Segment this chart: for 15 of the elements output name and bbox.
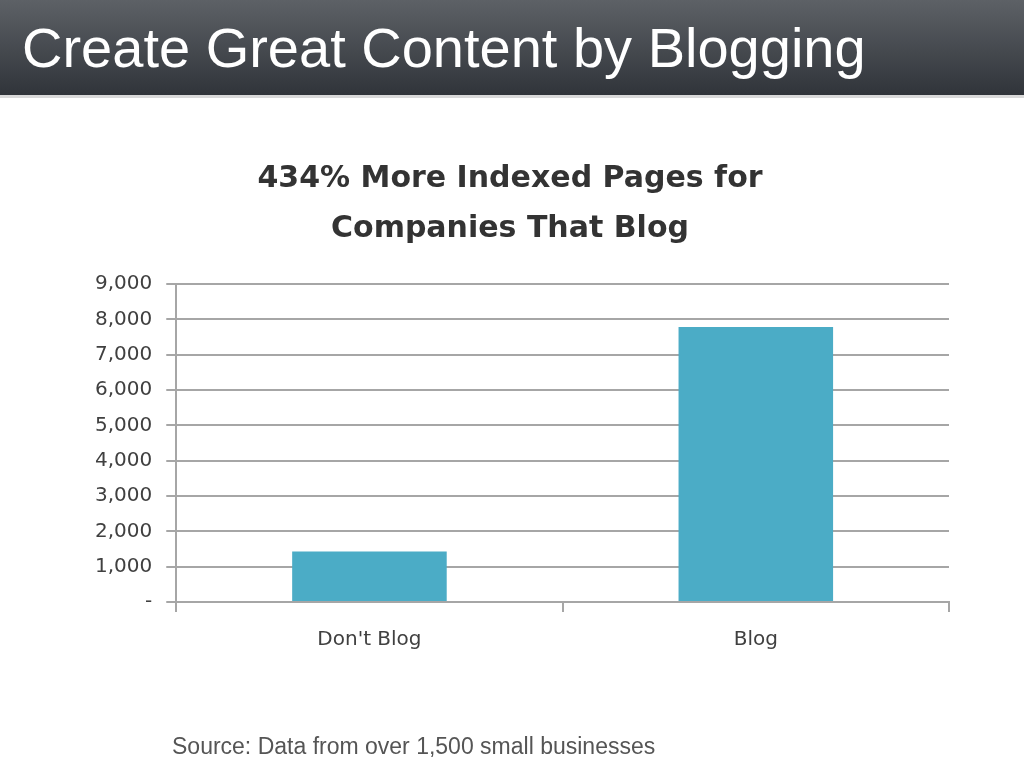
y-tick-label: 1,000 <box>94 552 153 577</box>
y-tick-label: 6,000 <box>94 376 153 401</box>
y-tick-label: 4,000 <box>94 446 153 471</box>
y-tick-label: 3,000 <box>94 482 153 507</box>
y-tick-label: 2,000 <box>94 517 153 542</box>
chart-title: Create Great Content by Blogging <box>22 16 866 80</box>
y-tick-label: 7,000 <box>94 340 153 365</box>
y-tick-label: 5,000 <box>94 411 153 436</box>
y-tick-label: 9,000 <box>94 270 153 295</box>
y-tick-label: - <box>145 588 153 613</box>
x-tick-label: Don't Blog <box>317 626 422 651</box>
chart-subtitle: 434% More Indexed Pages for Companies That Blog <box>256 158 764 246</box>
source-note: Source: Data from over 1,500 small businesses <box>172 733 656 759</box>
x-tick-label: Blog <box>733 626 778 651</box>
y-tick-label: 8,000 <box>94 305 153 330</box>
